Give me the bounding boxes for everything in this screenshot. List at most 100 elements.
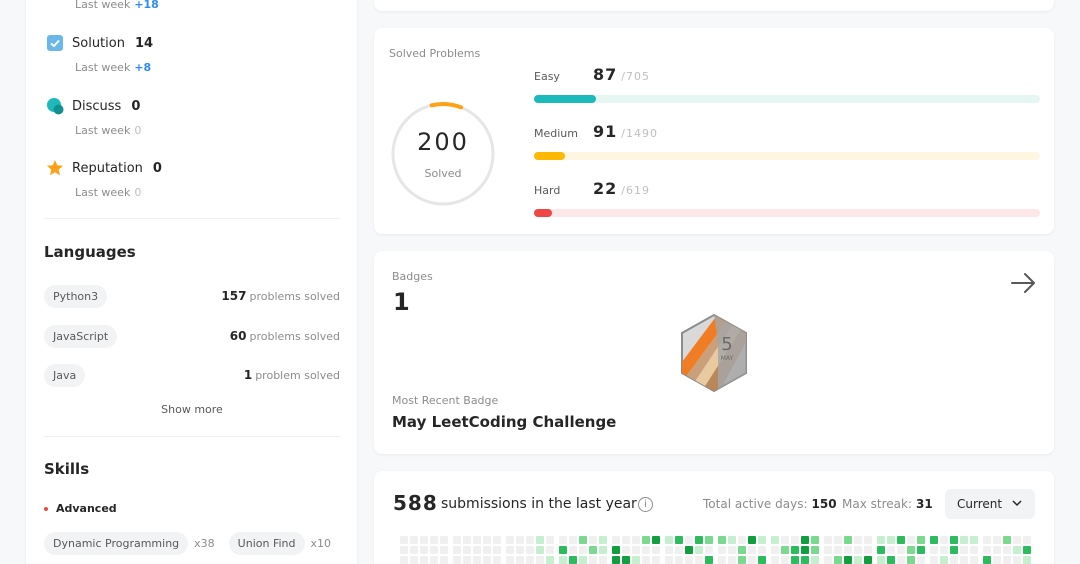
heatmap-cell — [1013, 546, 1021, 554]
language-row: Java 1 problem solved — [44, 362, 340, 388]
heatmap-cell — [960, 556, 968, 564]
heatmap-cell — [907, 536, 915, 544]
solution-lastweek: Last week +8 — [75, 61, 152, 74]
heatmap-cell — [705, 546, 713, 554]
heatmap-cell — [993, 536, 1001, 544]
solved-problems-title: Solved Problems — [389, 47, 481, 60]
heatmap-cell — [1003, 556, 1011, 564]
heatmap-cell — [463, 536, 471, 544]
discuss-stat: Discuss 0 — [46, 97, 140, 115]
badges-title: Badges — [392, 270, 433, 283]
heatmap-cell — [695, 536, 703, 544]
heatmap-cell — [907, 556, 915, 564]
language-tag[interactable]: JavaScript — [44, 324, 118, 348]
heatmap-cell — [599, 536, 607, 544]
heatmap-cell — [1003, 546, 1011, 554]
show-more-button[interactable]: Show more — [161, 403, 223, 416]
heatmap-cell — [536, 546, 544, 554]
heatmap-cell — [483, 536, 491, 544]
heatmap-cell — [685, 546, 693, 554]
heatmap-cell — [771, 556, 779, 564]
heatmap-cell — [632, 536, 640, 544]
hard-progress-bar — [534, 209, 1040, 217]
heatmap-cell — [685, 556, 693, 564]
heatmap-cell — [642, 536, 650, 544]
heatmap-cell — [940, 546, 948, 554]
heatmap-cell — [801, 546, 809, 554]
heatmap-cell — [950, 546, 958, 554]
heatmap-cell — [675, 556, 683, 564]
star-icon — [46, 159, 64, 177]
hard-count: 22/619 — [593, 179, 650, 198]
heatmap-cell — [738, 556, 746, 564]
heatmap-cell — [420, 546, 428, 554]
heatmap-cell — [771, 536, 779, 544]
heatmap-cell — [940, 536, 948, 544]
heatmap-cell — [473, 556, 481, 564]
solution-label: Solution — [72, 35, 125, 51]
active-days: Total active days: 150 — [703, 497, 837, 511]
period-select[interactable]: Current — [945, 489, 1035, 519]
heatmap-cell — [983, 546, 991, 554]
heatmap-cell — [516, 546, 524, 554]
heatmap-cell — [589, 536, 597, 544]
skill-tag[interactable]: Union Find — [228, 532, 305, 555]
language-tag[interactable]: Java — [44, 363, 86, 387]
submissions-text: submissions in the last year — [441, 496, 637, 512]
discuss-lastweek: Last week 0 — [75, 124, 142, 137]
heatmap-cell — [473, 536, 481, 544]
heatmap-cell — [569, 536, 577, 544]
heatmap-cell — [811, 536, 819, 544]
heatmap-cell — [612, 556, 620, 564]
language-tag[interactable]: Python3 — [44, 284, 108, 308]
heatmap-cell — [410, 556, 418, 564]
heatmap-cell — [748, 536, 756, 544]
heatmap-cell — [453, 546, 461, 554]
easy-label: Easy — [534, 70, 560, 83]
heatmap-cell — [1003, 536, 1011, 544]
solved-total-label: Solved — [424, 167, 462, 180]
heatmap-cell — [632, 546, 640, 554]
heatmap-cell — [983, 556, 991, 564]
may-challenge-badge-icon[interactable]: 5 MAY — [678, 312, 750, 394]
recent-badge-label: Most Recent Badge — [392, 394, 499, 407]
reputation-label: Reputation — [72, 160, 143, 176]
heatmap-cell — [506, 546, 514, 554]
heatmap-cell — [728, 546, 736, 554]
skills-list: Dynamic Programming x38 Union Find x10 — [44, 532, 345, 555]
heatmap-cell — [718, 556, 726, 564]
heatmap-cell — [824, 536, 832, 544]
heatmap-cell — [970, 536, 978, 544]
profile-stats-card — [26, 0, 357, 564]
heatmap-cell — [844, 536, 852, 544]
heatmap-cell — [579, 536, 587, 544]
heatmap-cell — [864, 556, 872, 564]
heatmap-cell — [791, 546, 799, 554]
arrow-right-icon[interactable] — [1008, 268, 1038, 298]
heatmap-cell — [950, 556, 958, 564]
heatmap-cell — [970, 546, 978, 554]
language-row: JavaScript 60 problems solved — [44, 323, 340, 349]
heatmap-cell — [632, 556, 640, 564]
heatmap-cell — [526, 556, 534, 564]
heatmap-cell — [400, 556, 408, 564]
heatmap-cell — [652, 546, 660, 554]
heatmap-cell — [887, 536, 895, 544]
heatmap-cell — [993, 546, 1001, 554]
heatmap-cell — [579, 556, 587, 564]
heatmap-cell — [440, 556, 448, 564]
heatmap-cell — [781, 546, 789, 554]
info-icon[interactable]: i — [638, 497, 653, 512]
language-count: 60 problems solved — [229, 329, 340, 343]
heatmap-cell — [834, 536, 842, 544]
heatmap-cell — [675, 546, 683, 554]
heatmap-cell — [569, 546, 577, 554]
heatmap-cell — [493, 546, 501, 554]
heatmap-cell — [887, 556, 895, 564]
discuss-value: 0 — [131, 98, 141, 114]
skill-tag[interactable]: Dynamic Programming — [44, 532, 189, 555]
heatmap-cell — [569, 556, 577, 564]
heatmap-cell — [493, 556, 501, 564]
heatmap-cell — [718, 536, 726, 544]
badge-month: MAY — [721, 355, 734, 362]
